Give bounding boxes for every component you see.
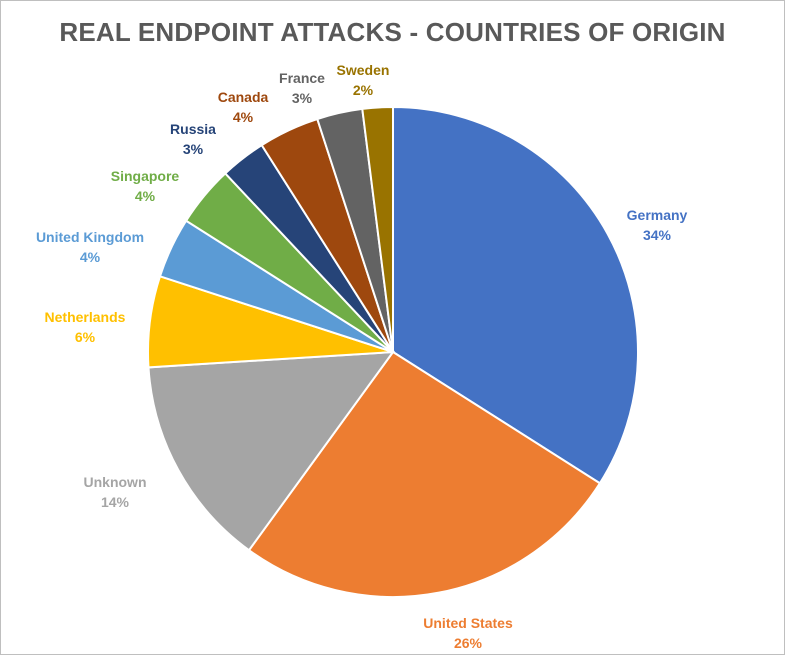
data-label-value: 26% [454,635,483,651]
data-label-name: France [279,70,325,86]
data-label-value: 14% [101,494,130,510]
data-label-name: Canada [218,89,269,105]
pie-slice-germany [392,105,639,485]
data-label-value: 2% [353,82,374,98]
data-label-value: 6% [75,329,96,345]
pie-slice-sweden [361,105,394,353]
data-label-value: 3% [183,141,204,157]
data-label-value: 4% [233,109,254,125]
data-label-name: United Kingdom [36,229,144,245]
data-label-name: Netherlands [45,309,126,325]
pie-labels: Germany 34% United States 26% Unknown 14% Neth… [36,62,688,651]
data-label-value: 3% [292,90,313,106]
data-label-name: Germany [627,207,688,223]
data-label-value: 4% [80,249,101,265]
data-label-name: Sweden [337,62,390,78]
data-label-value: 4% [135,188,156,204]
chart-title: REAL ENDPOINT ATTACKS - COUNTRIES OF ORI… [59,17,726,47]
data-label-name: Unknown [84,474,147,490]
data-label-value: 34% [643,227,672,243]
pie-slices [147,105,639,599]
data-label-name: United States [423,615,513,631]
data-label-name: Singapore [111,168,180,184]
data-label-name: Russia [170,121,216,137]
pie-slice-unknown [147,350,396,552]
pie-slice-united-states [247,350,602,599]
